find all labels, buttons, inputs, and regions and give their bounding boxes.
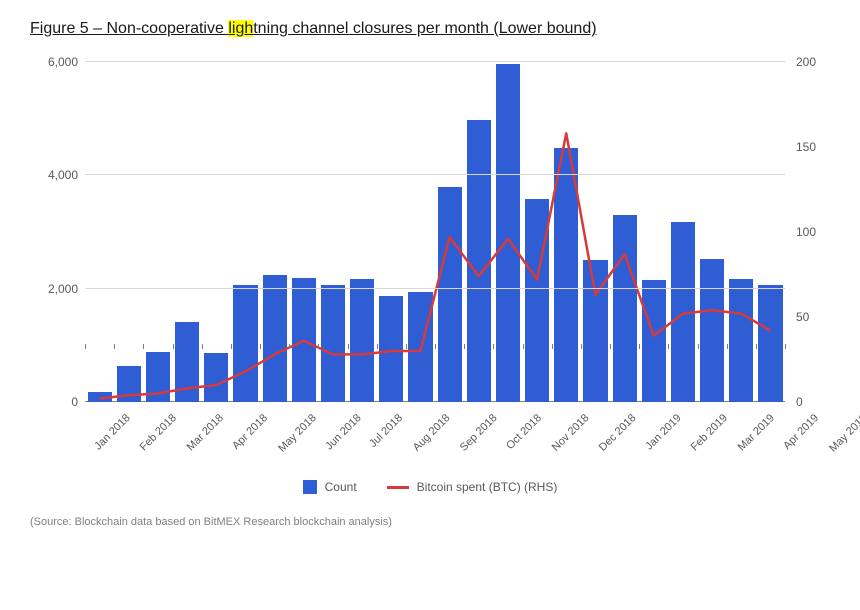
bar — [379, 296, 403, 402]
bar — [350, 279, 374, 402]
bar — [554, 148, 578, 402]
bar — [525, 199, 549, 402]
x-tick — [698, 344, 699, 349]
bar — [321, 285, 345, 402]
bar — [146, 352, 170, 402]
x-tick — [348, 344, 349, 349]
x-tick — [260, 344, 261, 349]
x-tick — [668, 344, 669, 349]
bar — [642, 280, 666, 402]
x-tick — [523, 344, 524, 349]
x-tick — [610, 344, 611, 349]
bar — [408, 292, 432, 403]
bar — [671, 222, 695, 402]
bar — [583, 260, 607, 402]
legend-item-bar: Count — [303, 480, 357, 494]
x-tick — [639, 344, 640, 349]
chart: 02,0004,0006,000050100150200 Jan 2018Feb… — [30, 62, 830, 462]
source-note: (Source: Blockchain data based on BitMEX… — [30, 516, 830, 528]
plot-area: 02,0004,0006,000050100150200 — [85, 62, 785, 402]
y-right-tick-label: 50 — [790, 310, 830, 324]
legend-bar-label: Count — [325, 480, 357, 494]
bar — [700, 259, 724, 402]
y-right-tick-label: 100 — [790, 225, 830, 239]
x-tick — [231, 344, 232, 349]
bar — [729, 279, 753, 402]
x-tick — [289, 344, 290, 349]
bar — [263, 275, 287, 403]
x-tick — [727, 344, 728, 349]
bar — [233, 285, 257, 402]
y-left-tick-label: 2,000 — [30, 282, 78, 296]
y-right-tick-label: 200 — [790, 55, 830, 69]
x-tick — [756, 344, 757, 349]
title-prefix: Figure 5 – Non-cooperative — [30, 20, 228, 37]
bar — [758, 285, 782, 402]
bar — [467, 120, 491, 402]
gridline — [85, 288, 785, 289]
bar — [117, 366, 141, 402]
y-left-tick-label: 0 — [30, 395, 78, 409]
x-tick — [202, 344, 203, 349]
x-tick — [552, 344, 553, 349]
x-tick — [406, 344, 407, 349]
x-tick — [581, 344, 582, 349]
x-axis-labels: Jan 2018Feb 2018Mar 2018Apr 2018May 2018… — [85, 404, 785, 462]
bar — [292, 278, 316, 402]
bar-container — [85, 62, 785, 402]
gridline — [85, 174, 785, 175]
x-tick — [114, 344, 115, 349]
bar — [88, 392, 112, 402]
bar — [438, 187, 462, 402]
x-tick — [85, 344, 86, 349]
y-left-tick-label: 6,000 — [30, 55, 78, 69]
legend-line-label: Bitcoin spent (BTC) (RHS) — [417, 480, 558, 494]
bar — [204, 353, 228, 402]
bar — [496, 64, 520, 402]
line-swatch-icon — [387, 486, 409, 489]
y-left-tick-label: 4,000 — [30, 168, 78, 182]
x-tick — [143, 344, 144, 349]
x-tick — [318, 344, 319, 349]
gridline — [85, 61, 785, 62]
x-tick — [785, 344, 786, 349]
bar — [175, 322, 199, 402]
chart-title: Figure 5 – Non-cooperative lightning cha… — [30, 20, 830, 38]
y-right-tick-label: 0 — [790, 395, 830, 409]
x-tick — [435, 344, 436, 349]
x-tick — [464, 344, 465, 349]
legend-item-line: Bitcoin spent (BTC) (RHS) — [387, 480, 558, 494]
x-tick — [173, 344, 174, 349]
legend: Count Bitcoin spent (BTC) (RHS) — [30, 480, 830, 494]
bar — [613, 215, 637, 402]
y-right-tick-label: 150 — [790, 140, 830, 154]
x-tick-label: May 2019 — [827, 412, 860, 487]
title-highlight: ligh — [228, 20, 253, 37]
title-suffix: tning channel closures per month (Lower … — [253, 20, 596, 37]
x-tick — [377, 344, 378, 349]
x-tick — [493, 344, 494, 349]
